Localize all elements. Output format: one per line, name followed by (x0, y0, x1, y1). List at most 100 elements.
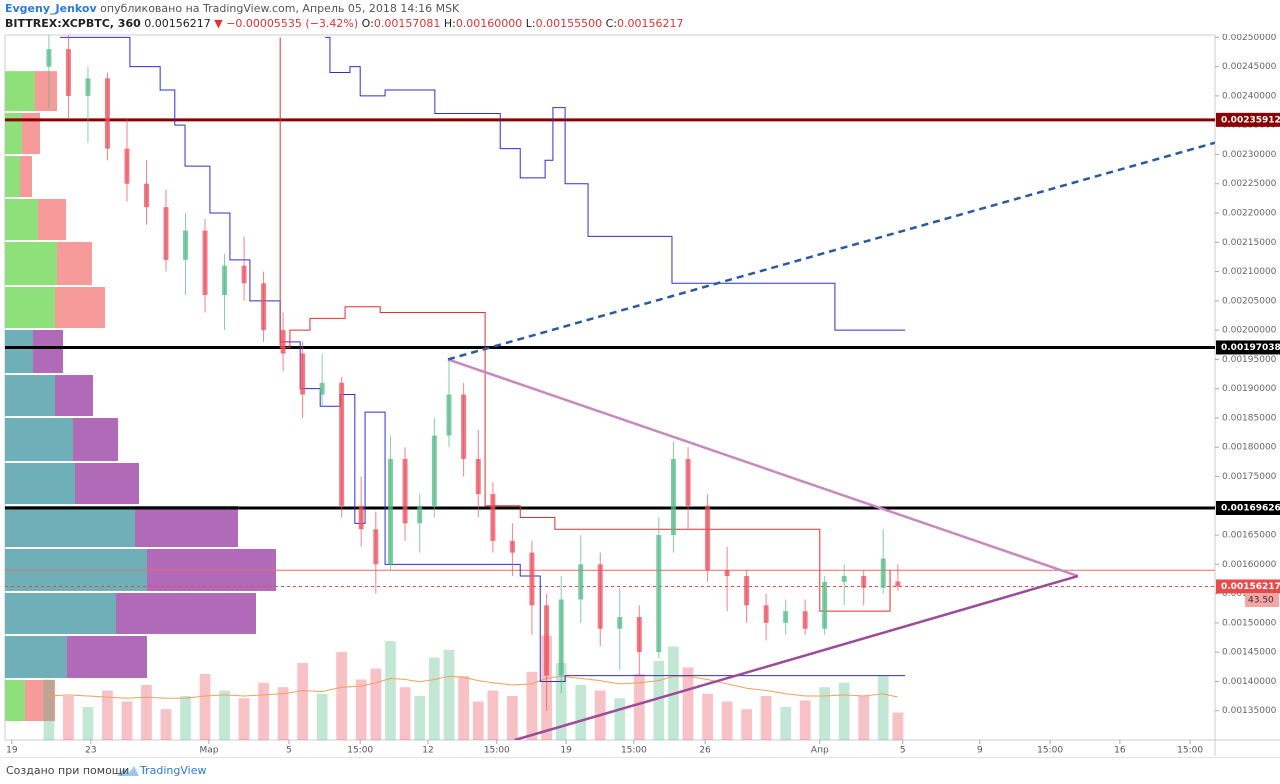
volume-bar (472, 701, 484, 740)
volume-bar (458, 676, 469, 740)
candle-body (446, 394, 452, 436)
candle-body (490, 494, 496, 541)
candle-body (85, 78, 91, 96)
x-tick-label: 19 (560, 746, 572, 756)
profile-up (5, 679, 25, 722)
candle-body (202, 230, 208, 295)
l-value: 0.00155500 (535, 17, 603, 30)
header-line: Evgeny_Jenkov опубликовано на TradingVie… (5, 1, 684, 16)
y-tick-label: 0.00185000 (1222, 413, 1277, 423)
x-tick-label: Апр (811, 746, 829, 756)
volume-bar (336, 652, 348, 740)
published: опубликовано на TradingView.com, Апрель … (100, 2, 460, 15)
profile-down (57, 241, 92, 286)
profile-down (55, 375, 93, 417)
trend-line (325, 36, 906, 331)
volume-bar (238, 698, 250, 740)
x-tick-label: 19 (6, 746, 18, 756)
candle-body (431, 435, 437, 506)
author-link[interactable]: Evgeny_Jenkov (5, 2, 97, 15)
candle-body (880, 558, 886, 588)
y-tick-label: 0.00250000 (1222, 34, 1277, 43)
y-tick-label: 0.00135000 (1222, 706, 1277, 716)
volume-tag (1245, 593, 1279, 607)
candle-body (895, 581, 901, 587)
volume-bar (877, 676, 889, 740)
candle-body (241, 265, 247, 284)
volume-bar (82, 707, 94, 740)
volume-bar (219, 690, 230, 740)
trend-line (447, 141, 1215, 361)
candle-body (558, 599, 564, 676)
price-tag-label: 0.00197038 (1221, 343, 1280, 353)
volume-bar (414, 696, 426, 740)
candle-body (300, 353, 306, 395)
profile-down (55, 287, 105, 329)
price-tag (1216, 340, 1280, 355)
candle-body (475, 458, 481, 495)
price-tag (1216, 112, 1280, 127)
x-tick-label: 26 (699, 746, 711, 756)
profile-up (5, 241, 57, 286)
trend-line (514, 574, 1079, 740)
candle-body (222, 265, 228, 295)
volume-ma (48, 675, 898, 699)
profile-down (116, 592, 256, 635)
x-tick-label: 9 (977, 746, 983, 756)
profile-down (22, 112, 40, 155)
y-tick-label: 0.00160000 (1222, 560, 1277, 570)
y-tick-label: 0.00145000 (1222, 648, 1277, 658)
x-tick-label: 23 (85, 746, 96, 756)
volume-bar (316, 693, 328, 740)
profile-up (5, 199, 38, 240)
candle-body (163, 207, 169, 260)
candle-body (802, 611, 808, 629)
volume-bar (702, 693, 713, 740)
y-tick-label: 0.00180000 (1222, 443, 1277, 453)
candle-body (636, 617, 642, 653)
y-tick-label: 0.00165000 (1222, 531, 1277, 541)
candle-body (597, 564, 603, 629)
candle-body (744, 576, 750, 606)
logo (117, 766, 139, 776)
candle-body (841, 576, 847, 582)
profile-up (5, 506, 135, 547)
volume-bar (838, 682, 850, 740)
candle-body (373, 529, 379, 565)
y-tick-label: 0.00245000 (1222, 62, 1277, 72)
profile-up (5, 156, 20, 198)
y-tick-label: 0.00215000 (1222, 238, 1277, 248)
profile-up (5, 375, 55, 417)
volume-bar (507, 696, 518, 740)
trend-line (279, 37, 891, 612)
profile-down (20, 156, 32, 198)
candle-body (578, 564, 584, 600)
profile-up (5, 71, 35, 111)
profile-down (75, 462, 139, 505)
profile-down (38, 199, 66, 240)
profile-down (73, 418, 118, 461)
volume-bar (399, 687, 411, 740)
profile-down (67, 636, 147, 678)
candle-body (387, 458, 393, 565)
volume-bar (297, 663, 308, 740)
y-tick-label: 0.00210000 (1222, 267, 1277, 277)
o-label: O: (361, 17, 374, 30)
x-tick-label: 15:00 (621, 746, 647, 756)
profile-down (25, 679, 55, 722)
brand-link[interactable]: TradingView (140, 764, 207, 777)
volume-bar (799, 700, 811, 740)
profile-up (5, 418, 73, 461)
volume-bar (741, 709, 752, 740)
volume-bar (682, 667, 694, 740)
x-tick-label: 15:00 (1177, 746, 1203, 756)
change: −0.00005535 (−3.42%) (226, 17, 359, 30)
c-value: 0.00156217 (617, 17, 684, 30)
candle-body (280, 330, 286, 354)
candle-body (339, 382, 345, 506)
candle-body (65, 49, 71, 96)
price-tag-label: 0.00169626 (1221, 503, 1280, 513)
volume-bar (428, 657, 440, 740)
volume-bar (760, 696, 772, 740)
